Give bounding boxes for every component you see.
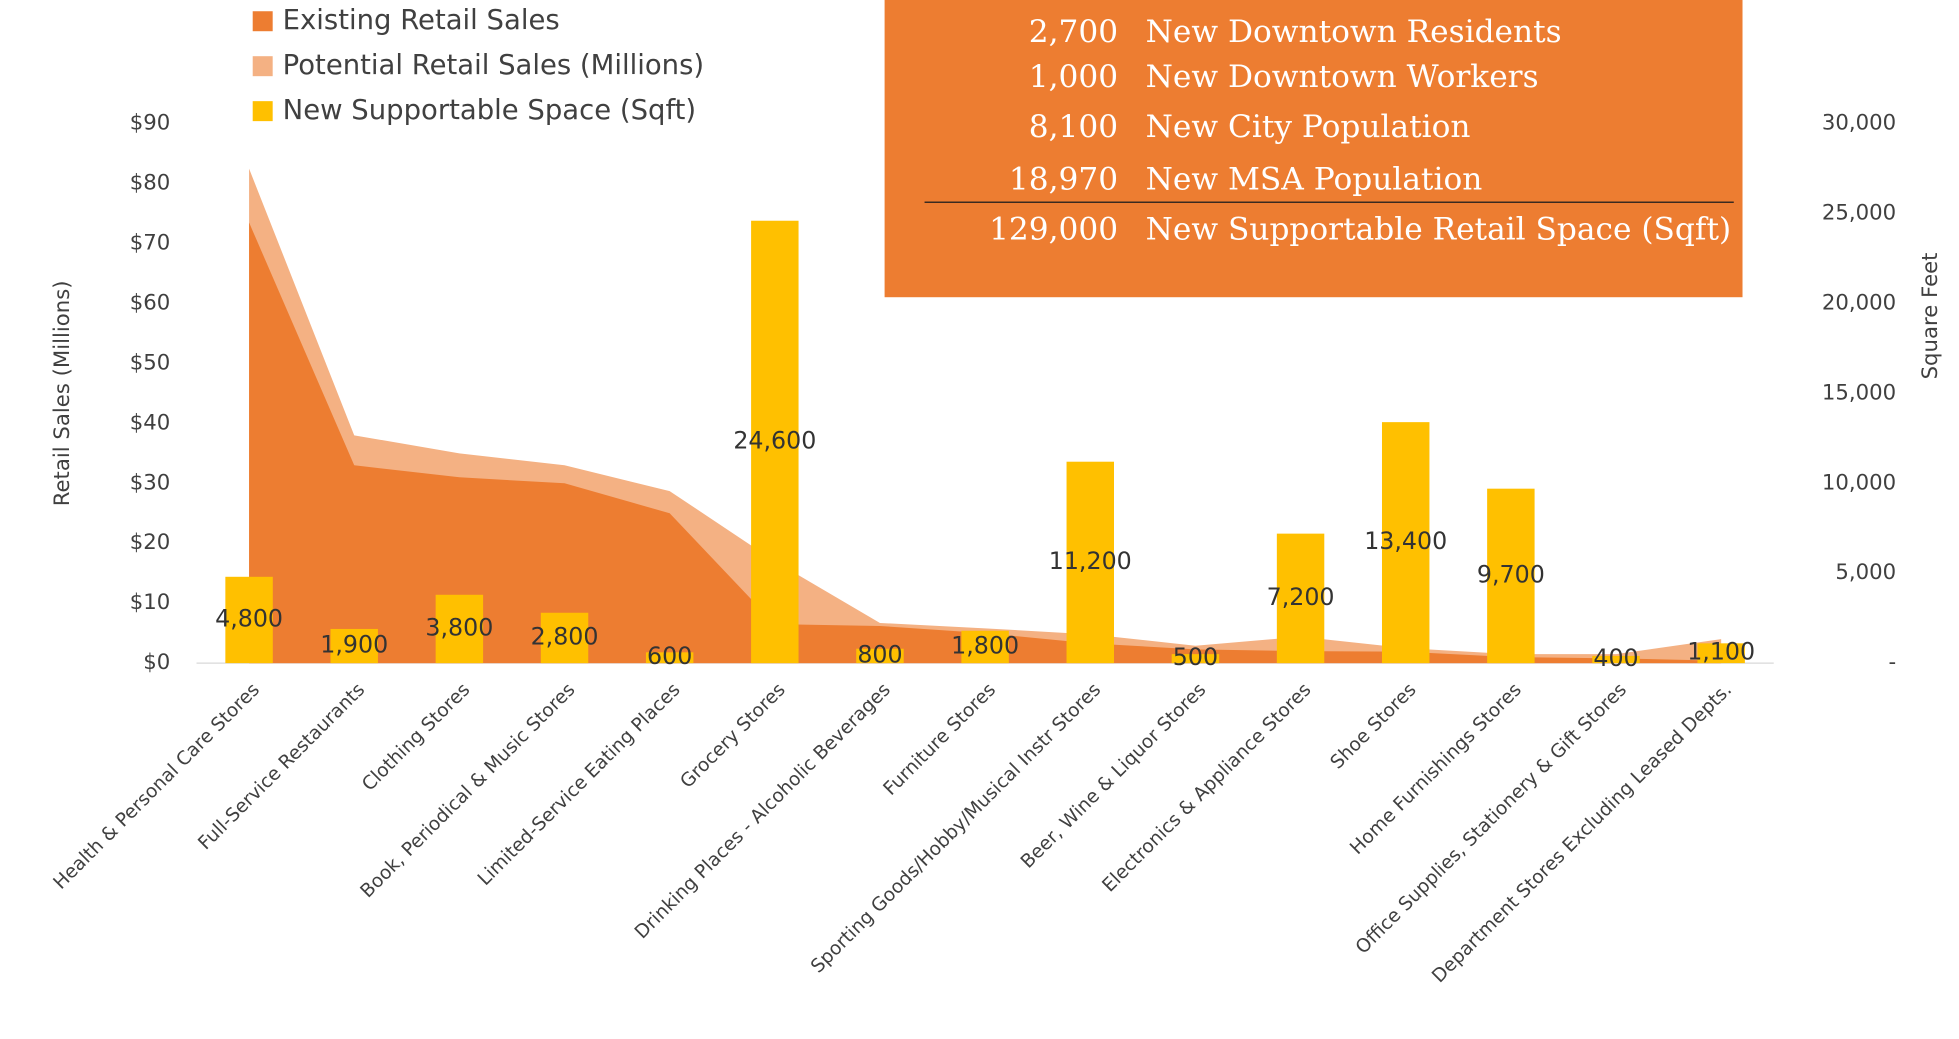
bar (1381, 422, 1430, 664)
data-label: 11,200 (1049, 547, 1132, 575)
data-label: 4,800 (215, 604, 283, 632)
bar (1487, 488, 1535, 664)
y2-tick-label: 5,000 (1835, 560, 1896, 585)
info-box (884, 0, 1743, 298)
y-tick-label: $0 (143, 650, 170, 675)
data-label: 1,100 (1687, 638, 1755, 666)
data-label: 3,800 (425, 613, 493, 641)
y-tick-label: $90 (130, 111, 171, 136)
data-label: 800 (857, 640, 902, 668)
bar (1066, 461, 1114, 664)
info-number: 8,100 (1029, 109, 1118, 145)
legend-label: Potential Retail Sales (Millions) (283, 50, 704, 81)
bar (540, 612, 589, 664)
area (249, 222, 1722, 664)
bar (1697, 643, 1745, 664)
data-label: 1,800 (951, 631, 1019, 659)
bar (1171, 654, 1220, 664)
y-tick-label: $20 (130, 530, 171, 555)
x-tick-label: Furniture Stores (880, 679, 1000, 799)
y-tick-label: $60 (130, 290, 171, 315)
y-tick-label: $50 (130, 350, 171, 375)
bar (1592, 655, 1640, 664)
y-tick-label: $40 (130, 410, 171, 435)
y2-tick-label: - (1888, 650, 1896, 675)
info-label: New Downtown Residents (1146, 14, 1562, 50)
info-label: New Downtown Workers (1146, 59, 1539, 95)
legend-swatch (252, 11, 273, 32)
legend-label: Existing Retail Sales (283, 5, 560, 36)
data-label: 24,600 (733, 426, 816, 454)
y-tick-label: $10 (130, 590, 171, 615)
info-number: 2,700 (1029, 14, 1118, 50)
data-label: 2,800 (531, 622, 599, 650)
bar (435, 594, 484, 664)
bar (330, 628, 378, 664)
data-label: 9,700 (1477, 560, 1545, 588)
y-axis-title: Retail Sales (Millions) (50, 280, 75, 506)
y2-tick-label: 15,000 (1822, 380, 1896, 405)
x-tick-label: Electronics & Appliance Stores (1099, 679, 1316, 896)
y2-tick-label: 10,000 (1822, 470, 1896, 495)
y2-tick-label: 30,000 (1822, 111, 1896, 136)
legend-swatch (252, 56, 273, 77)
info-box-text: 2,700 New Downtown Residents 1,000 New Down… (989, 14, 1731, 247)
data-label: 500 (1173, 643, 1218, 671)
bar (1276, 533, 1325, 664)
y2-tick-label: 20,000 (1822, 290, 1896, 315)
x-tick-label: Home Furnishings Stores (1346, 679, 1525, 858)
info-label: New City Population (1146, 109, 1471, 145)
data-label: 400 (1593, 644, 1638, 672)
data-label: 1,900 (320, 631, 388, 659)
y2-axis-title: Square Feet (1918, 252, 1943, 379)
data-label: 7,200 (1267, 583, 1335, 611)
x-tick-label: Book, Periodical & Music Stores (357, 679, 580, 902)
info-number: 18,970 (1009, 162, 1118, 198)
x-tick-label: Limited-Service Eating Places (474, 679, 685, 890)
x-tick-label: Shoe Stores (1327, 679, 1421, 773)
legend-label: New Supportable Space (Sqft) (283, 95, 696, 126)
x-tick-label: Health & Personal Care Stores (50, 679, 264, 893)
info-number: 129,000 (989, 212, 1118, 248)
y-tick-label: $80 (130, 171, 171, 196)
bar (856, 648, 904, 664)
x-tick-label: Clothing Stores (358, 679, 474, 795)
x-tick-label: Grocery Stores (677, 679, 790, 792)
bar (225, 576, 273, 664)
y2-tick-label: 25,000 (1822, 201, 1896, 226)
x-tick-label: Full-Service Restaurants (194, 679, 369, 854)
data-label: 600 (647, 642, 692, 670)
y-tick-label: $30 (130, 470, 171, 495)
legend-swatch (252, 101, 273, 122)
data-label: 13,400 (1364, 527, 1447, 555)
bar (645, 652, 694, 664)
x-tick-label: Beer, Wine & Liquor Stores (1017, 679, 1210, 872)
info-label: New MSA Population (1146, 162, 1483, 198)
info-number: 1,000 (1029, 59, 1118, 95)
y-tick-label: $70 (130, 231, 171, 256)
bar (751, 220, 799, 664)
bar (961, 630, 1009, 664)
info-label: New Supportable Retail Space (Sqft) (1146, 212, 1732, 248)
